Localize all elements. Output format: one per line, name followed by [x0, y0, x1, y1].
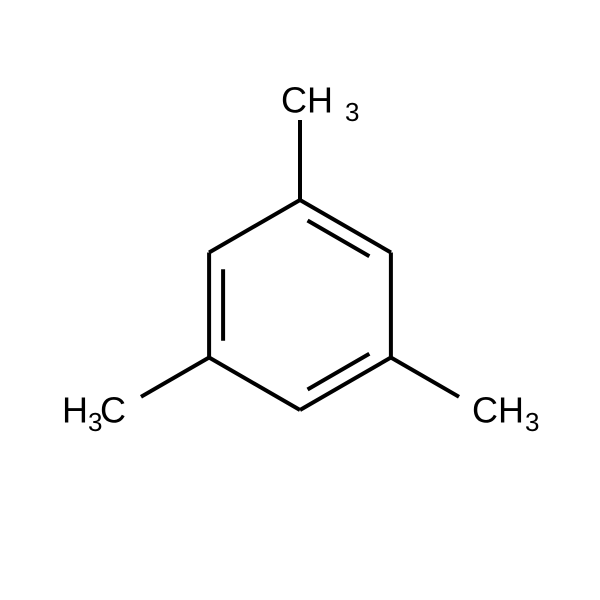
methyl-top-sub: 3: [345, 97, 359, 127]
bond-line: [209, 358, 300, 411]
methyl-right-label: CH: [472, 390, 524, 431]
methyl-left-H: H: [62, 390, 88, 431]
methyl-top-label: CH: [281, 80, 333, 121]
molecule-diagram: CH3CH3H3C: [0, 0, 600, 600]
bond-line: [308, 221, 370, 257]
methyl-left-C: C: [100, 390, 126, 431]
methyl-right-sub: 3: [525, 407, 539, 437]
bond-line: [391, 358, 459, 397]
bond-line: [141, 358, 209, 397]
bond-line: [209, 200, 300, 253]
bond-line: [308, 354, 370, 390]
